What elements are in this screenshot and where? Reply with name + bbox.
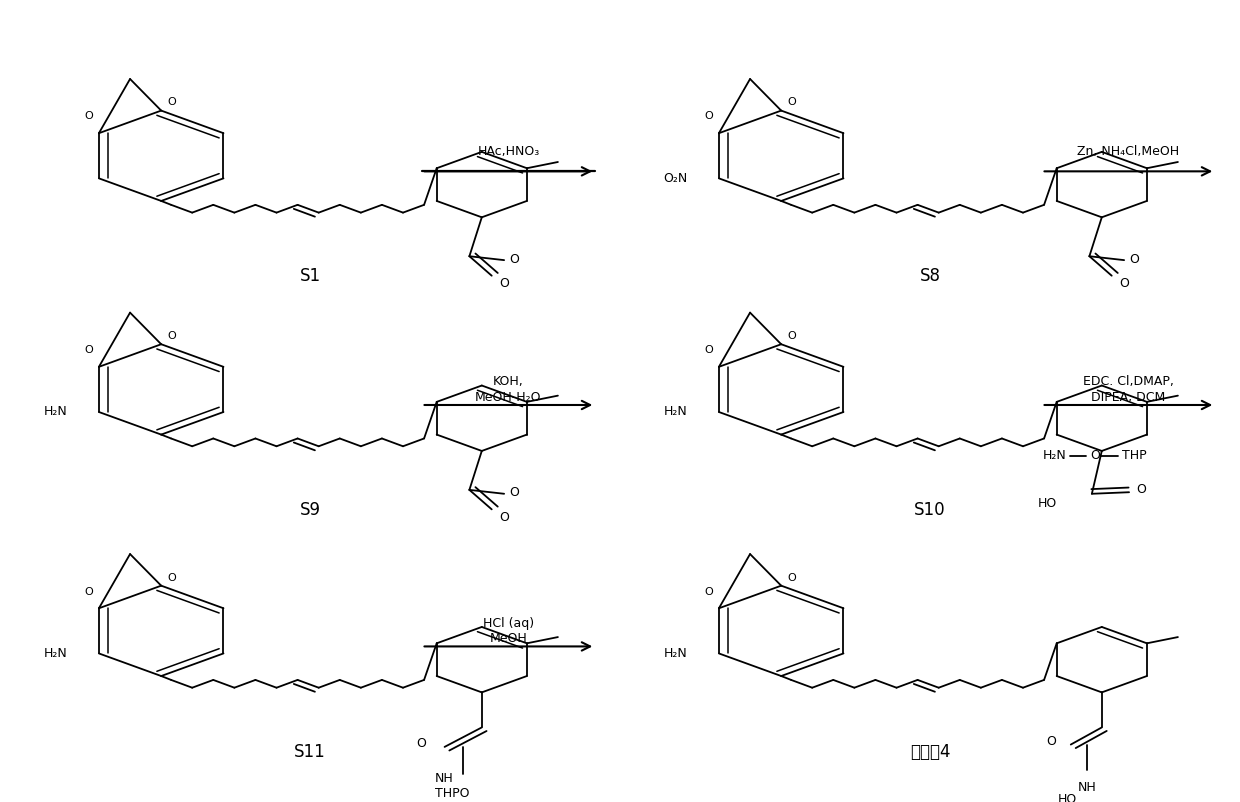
Text: S11: S11 (294, 743, 326, 760)
Text: O: O (167, 98, 176, 107)
Text: NH: NH (1078, 781, 1096, 794)
Text: THPO: THPO (435, 787, 470, 800)
Text: H₂N: H₂N (665, 406, 688, 419)
Text: O: O (167, 331, 176, 341)
Text: O₂N: O₂N (663, 172, 688, 184)
Text: H₂N: H₂N (1043, 449, 1066, 462)
Text: S9: S9 (300, 501, 320, 519)
Text: O: O (1090, 449, 1100, 462)
Text: S1: S1 (299, 268, 321, 286)
Text: O: O (1120, 277, 1130, 290)
Text: O: O (787, 573, 796, 582)
Text: O: O (167, 573, 176, 582)
Text: O: O (787, 331, 796, 341)
Text: O: O (84, 111, 93, 121)
Text: O: O (510, 487, 520, 500)
Text: H₂N: H₂N (45, 647, 68, 660)
Text: O: O (787, 98, 796, 107)
Text: O: O (500, 511, 510, 524)
Text: 化合瀩4: 化合瀩4 (910, 743, 950, 760)
Text: KOH,: KOH, (494, 375, 523, 388)
Text: NH: NH (434, 772, 454, 784)
Text: O: O (417, 736, 427, 750)
Text: O: O (1130, 253, 1140, 265)
Text: HAc,HNO₃: HAc,HNO₃ (477, 145, 539, 158)
Text: O: O (704, 111, 713, 121)
Text: DIPEA, DCM: DIPEA, DCM (1091, 391, 1166, 403)
Text: HO: HO (1058, 793, 1078, 802)
Text: O: O (84, 345, 93, 355)
Text: S10: S10 (914, 501, 946, 519)
Text: HCl (aq): HCl (aq) (482, 617, 534, 630)
Text: O: O (704, 345, 713, 355)
Text: O: O (500, 277, 510, 290)
Text: Zn, NH₄Cl,MeOH: Zn, NH₄Cl,MeOH (1078, 145, 1179, 158)
Text: O: O (1137, 483, 1147, 496)
Text: MeOH: MeOH (490, 632, 527, 645)
Text: O: O (84, 586, 93, 597)
Text: HO: HO (1038, 496, 1058, 509)
Text: O: O (1047, 735, 1056, 748)
Text: EDC. Cl,DMAP,: EDC. Cl,DMAP, (1083, 375, 1174, 388)
Text: O: O (510, 253, 520, 265)
Text: H₂N: H₂N (45, 406, 68, 419)
Text: MeOH-H₂O: MeOH-H₂O (475, 391, 542, 403)
Text: THP: THP (1122, 449, 1147, 462)
Text: O: O (704, 586, 713, 597)
Text: H₂N: H₂N (665, 647, 688, 660)
Text: S8: S8 (920, 268, 940, 286)
